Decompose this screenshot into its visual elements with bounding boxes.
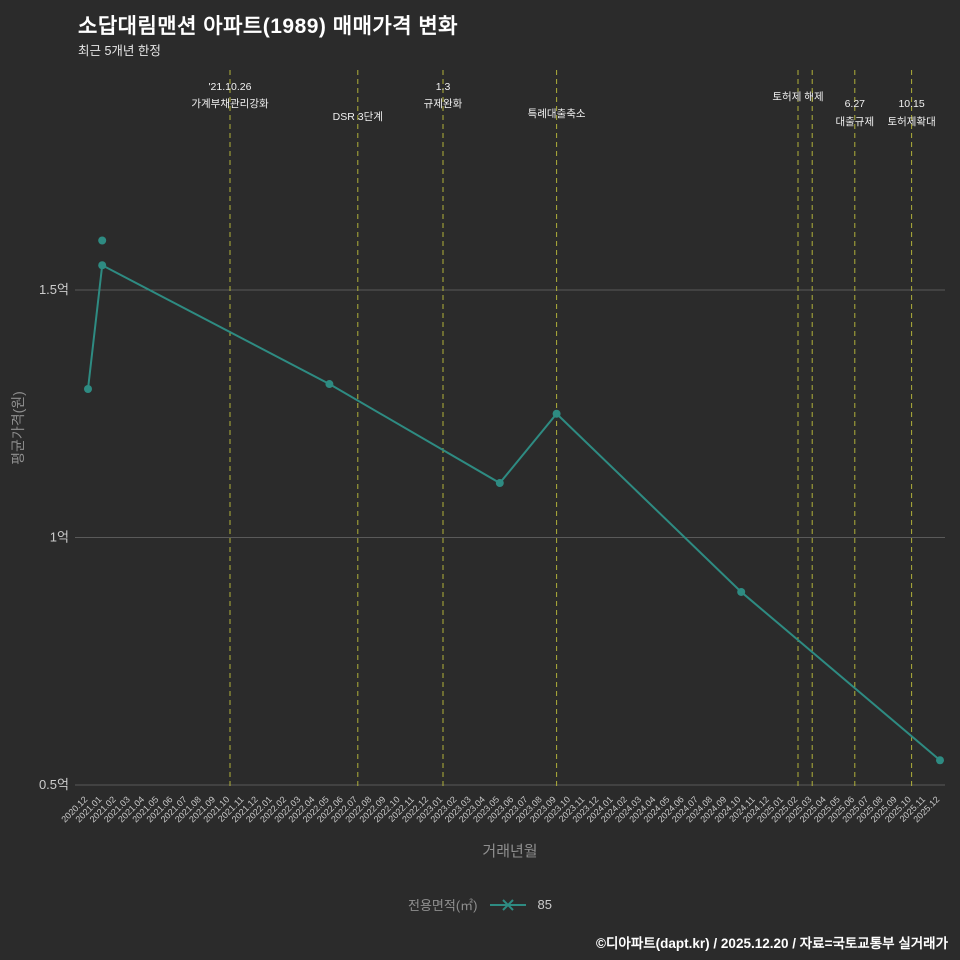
legend: 전용면적(㎡) 85 bbox=[0, 895, 960, 914]
event-label: 대출규제 bbox=[835, 116, 874, 128]
y-tick-label: 1.5억 bbox=[39, 282, 69, 297]
event-label: DSR 3단계 bbox=[333, 111, 383, 123]
event-label: 1.3 bbox=[436, 81, 451, 93]
data-point bbox=[936, 756, 944, 765]
line-x-marker-icon bbox=[489, 898, 526, 911]
chart-title: 소답대림맨션 아파트(1989) 매매가격 변화 bbox=[78, 15, 459, 38]
y-tick-label: 1억 bbox=[50, 530, 69, 545]
x-axis-title: 거래년월 bbox=[482, 843, 538, 860]
data-point bbox=[325, 380, 334, 389]
event-label: 가계부채관리강화 bbox=[191, 98, 269, 110]
legend-series-value: 85 bbox=[537, 897, 552, 912]
event-label: 규제완화 bbox=[424, 97, 463, 110]
data-point-outlier bbox=[98, 236, 107, 245]
data-point bbox=[98, 261, 107, 270]
data-point bbox=[737, 587, 746, 596]
event-label: 6.27 bbox=[845, 98, 866, 110]
data-point bbox=[552, 409, 561, 418]
event-label: 토허제확대 bbox=[887, 115, 935, 128]
source-credit: ©디아파트(dapt.kr) / 2025.12.20 / 자료=국토교통부 실… bbox=[596, 936, 948, 951]
event-label: 특례대출축소 bbox=[528, 108, 586, 120]
data-point bbox=[495, 479, 504, 488]
data-point bbox=[84, 385, 92, 393]
chart-subtitle: 최근 5개년 한정 bbox=[78, 44, 161, 58]
y-axis-title: 평균가격(원) bbox=[10, 391, 26, 465]
event-label: 10.15 bbox=[898, 98, 924, 110]
event-label: 토허제 해제 bbox=[772, 90, 823, 103]
legend-series-name: 전용면적(㎡) bbox=[408, 898, 478, 913]
y-tick-label: 0.5억 bbox=[39, 777, 69, 792]
event-label: '21.10.26 bbox=[209, 81, 252, 93]
